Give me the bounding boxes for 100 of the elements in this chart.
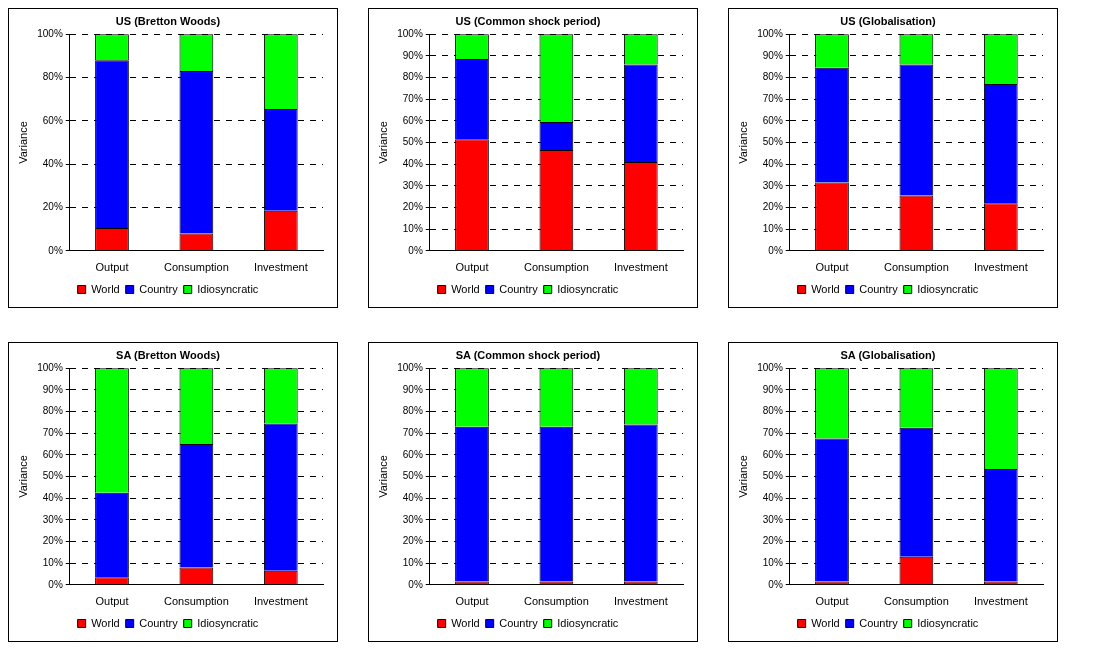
y-tick-label: 100%	[397, 361, 423, 373]
y-tick-label: 10%	[762, 556, 783, 568]
y-tick-label: 60%	[42, 114, 63, 126]
x-tick-label: Consumption	[163, 261, 229, 274]
y-tick-label: 90%	[762, 49, 783, 61]
y-tick-label: 80%	[402, 405, 423, 417]
y-tick-label: 100%	[397, 27, 423, 39]
y-tick-label: 80%	[402, 71, 423, 83]
legend-label: World	[91, 616, 120, 629]
y-tick-label: 70%	[762, 426, 783, 438]
x-tick-label: Output	[455, 595, 489, 608]
y-tick-label: 10%	[402, 556, 423, 568]
y-tick-label: 80%	[762, 405, 783, 417]
y-tick-label: 100%	[37, 27, 63, 39]
y-axis-title: Variance	[376, 455, 389, 498]
y-tick-label: 30%	[762, 179, 783, 191]
y-axis-title: Variance	[16, 455, 29, 498]
y-tick-label: 70%	[402, 92, 423, 104]
x-tick-label: Output	[95, 595, 129, 608]
y-tick-label: 60%	[42, 448, 63, 460]
y-tick-label: 0%	[48, 244, 63, 256]
y-tick-label: 70%	[762, 92, 783, 104]
x-tick-label: Investment	[613, 261, 668, 274]
y-tick-label: 0%	[48, 578, 63, 590]
y-tick-label: 50%	[762, 470, 783, 482]
y-tick-label: 0%	[408, 578, 423, 590]
y-axis-title: Variance	[736, 455, 749, 498]
y-tick-label: 0%	[768, 578, 783, 590]
y-tick-label: 30%	[402, 513, 423, 525]
y-tick-label: 40%	[402, 491, 423, 503]
legend-label: Country	[499, 282, 539, 295]
x-tick-label: Output	[95, 261, 129, 274]
y-tick-label: 60%	[402, 448, 423, 460]
y-tick-label: 40%	[42, 157, 63, 169]
y-tick-label: 10%	[42, 556, 63, 568]
legend-label: Idiosyncratic	[197, 282, 259, 295]
x-tick-label: Output	[815, 261, 849, 274]
y-axis-title: Variance	[376, 121, 389, 164]
legend-label: World	[811, 616, 840, 629]
legend-label: Country	[859, 616, 899, 629]
y-tick-label: 20%	[42, 201, 63, 213]
y-tick-label: 40%	[42, 491, 63, 503]
y-tick-label: 100%	[757, 361, 783, 373]
y-tick-label: 80%	[762, 71, 783, 83]
y-tick-label: 30%	[762, 513, 783, 525]
y-axis-title: Variance	[736, 121, 749, 164]
y-tick-label: 20%	[762, 201, 783, 213]
y-axis-title: Variance	[16, 121, 29, 164]
legend-label: World	[451, 282, 480, 295]
y-tick-label: 30%	[402, 179, 423, 191]
y-tick-label: 80%	[42, 71, 63, 83]
x-tick-label: Investment	[253, 261, 308, 274]
y-tick-label: 20%	[42, 535, 63, 547]
y-tick-label: 20%	[402, 201, 423, 213]
chart-title: US (Common shock period)	[455, 14, 601, 27]
chart-title: SA (Globalisation)	[840, 348, 936, 361]
y-tick-label: 30%	[42, 513, 63, 525]
y-tick-label: 20%	[762, 535, 783, 547]
legend-label: World	[811, 282, 840, 295]
chart-title: SA (Bretton Woods)	[116, 348, 221, 361]
y-tick-label: 90%	[402, 383, 423, 395]
x-tick-label: Consumption	[883, 261, 949, 274]
y-tick-label: 0%	[408, 244, 423, 256]
legend-label: Country	[859, 282, 899, 295]
legend-label: Idiosyncratic	[557, 282, 619, 295]
y-tick-label: 100%	[37, 361, 63, 373]
y-tick-label: 90%	[762, 383, 783, 395]
legend-label: Idiosyncratic	[917, 616, 979, 629]
y-tick-label: 50%	[402, 136, 423, 148]
y-tick-label: 70%	[402, 426, 423, 438]
x-tick-label: Output	[815, 595, 849, 608]
x-tick-label: Consumption	[523, 595, 589, 608]
x-tick-label: Consumption	[163, 595, 229, 608]
x-tick-label: Investment	[613, 595, 668, 608]
legend-label: Country	[139, 282, 179, 295]
chart-title: US (Bretton Woods)	[115, 14, 221, 27]
y-tick-label: 40%	[402, 157, 423, 169]
y-tick-label: 100%	[757, 27, 783, 39]
y-tick-label: 50%	[402, 470, 423, 482]
y-tick-label: 60%	[762, 448, 783, 460]
y-tick-label: 0%	[768, 244, 783, 256]
y-tick-label: 90%	[402, 49, 423, 61]
legend-label: World	[91, 282, 120, 295]
x-tick-label: Investment	[973, 261, 1028, 274]
legend-label: Idiosyncratic	[197, 616, 259, 629]
y-tick-label: 80%	[42, 405, 63, 417]
y-tick-label: 60%	[762, 114, 783, 126]
legend-label: Idiosyncratic	[557, 616, 619, 629]
y-tick-label: 10%	[762, 222, 783, 234]
legend-label: Country	[499, 616, 539, 629]
x-tick-label: Investment	[973, 595, 1028, 608]
y-tick-label: 50%	[762, 136, 783, 148]
legend-label: World	[451, 616, 480, 629]
x-tick-label: Consumption	[523, 261, 589, 274]
y-tick-label: 50%	[42, 470, 63, 482]
y-tick-label: 40%	[762, 157, 783, 169]
x-tick-label: Investment	[253, 595, 308, 608]
y-tick-label: 10%	[402, 222, 423, 234]
legend-label: Country	[139, 616, 179, 629]
y-tick-label: 90%	[42, 383, 63, 395]
